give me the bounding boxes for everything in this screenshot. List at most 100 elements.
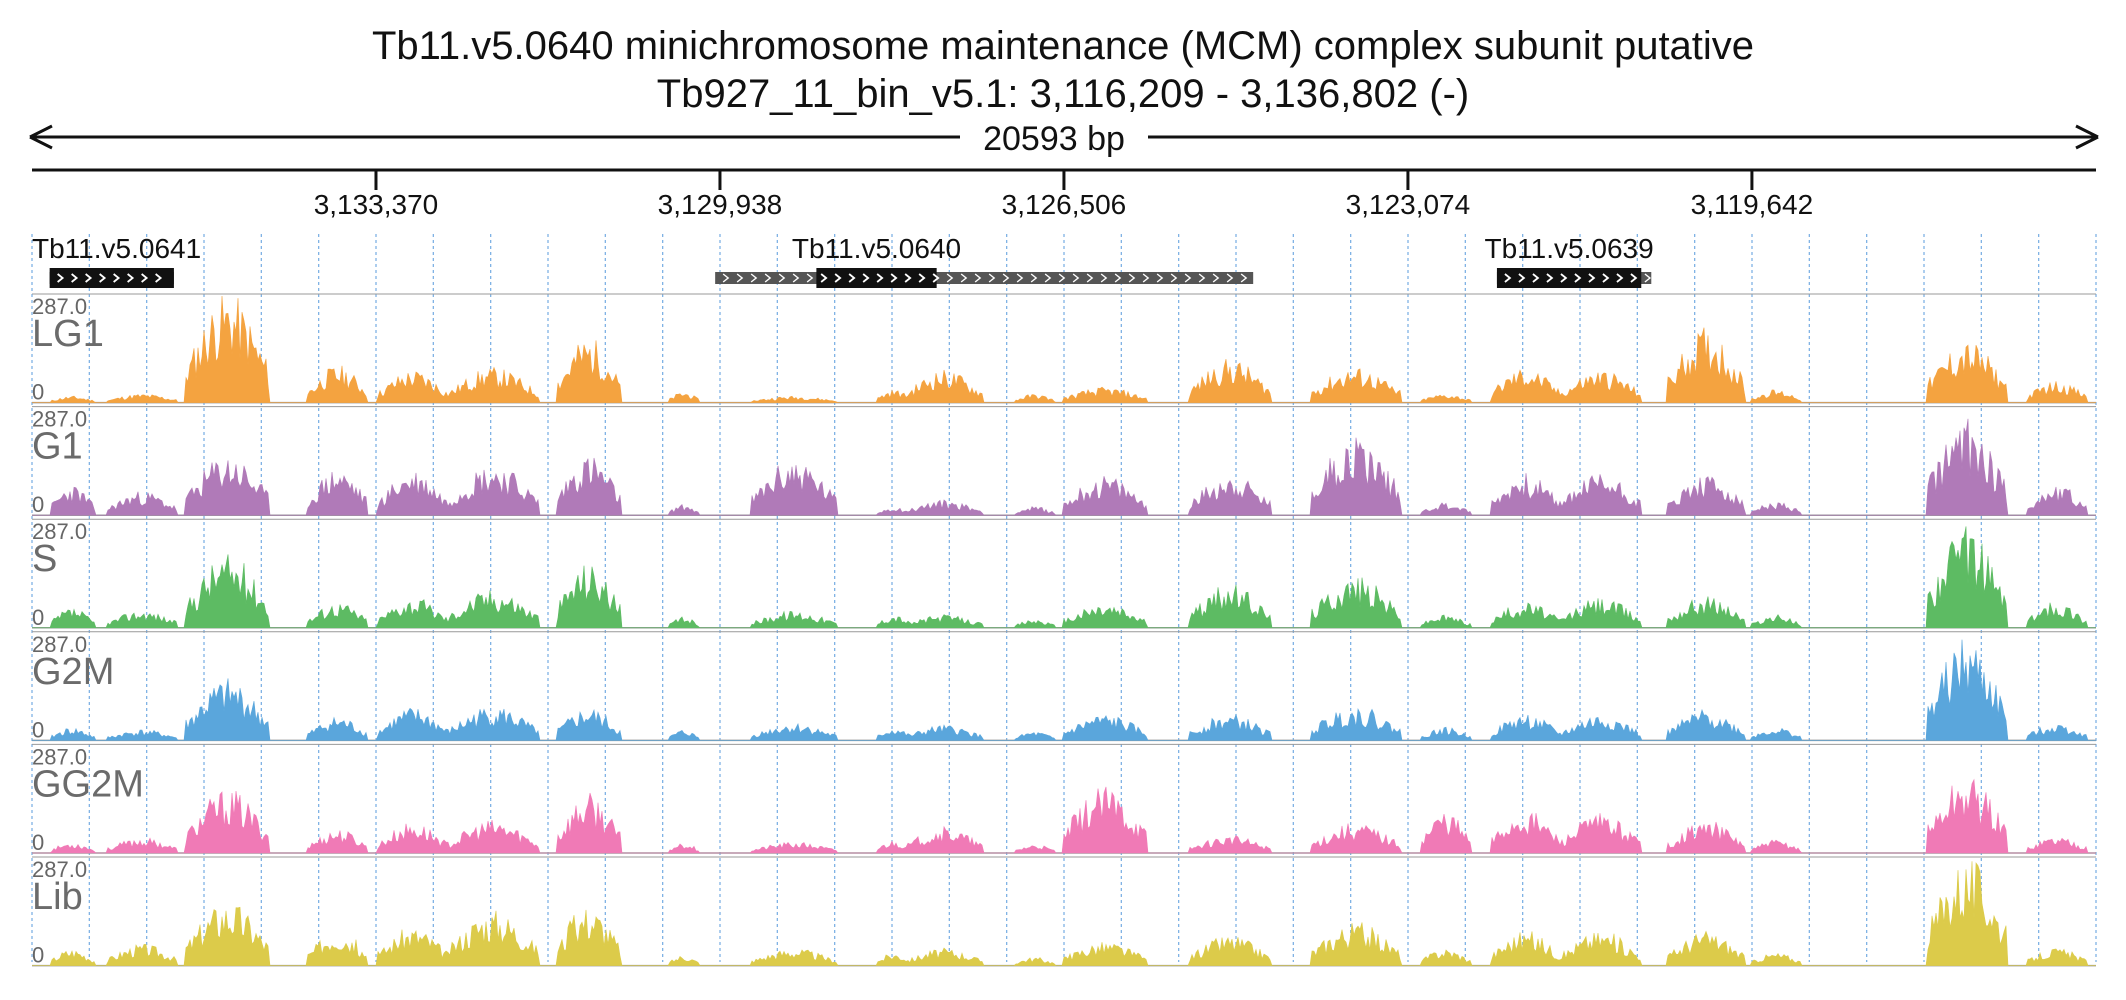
coverage-area: [32, 418, 2096, 516]
strand-arrow-icon: [1644, 273, 1652, 283]
track-max-label: 287.0: [32, 294, 87, 319]
track-g1: 287.0G1 0: [32, 406, 2096, 517]
gene-annotations: Tb11.v5.0641 Tb11.v5.0640 Tb11.v5.0639: [32, 233, 1654, 288]
strand-arrow-icon: [1226, 273, 1234, 283]
strand-arrow-icon: [792, 273, 800, 283]
strand-arrow-icon: [1546, 273, 1554, 283]
strand-arrow-icon: [1240, 273, 1248, 283]
coverage-area: [32, 861, 2096, 966]
track-max-label: 287.0: [32, 632, 87, 657]
strand-arrow-icon: [1588, 273, 1596, 283]
strand-arrow-icon: [1030, 273, 1038, 283]
strand-arrow-icon: [1184, 273, 1192, 283]
track-name-label: LG1: [32, 313, 104, 355]
strand-arrow-icon: [904, 273, 912, 283]
strand-arrow-icon: [85, 273, 93, 283]
strand-arrow-icon: [960, 273, 968, 283]
coverage-area: [32, 526, 2096, 629]
track-max-label: 287.0: [32, 519, 87, 544]
gene-cds: [816, 268, 937, 288]
strand-arrow-icon: [1518, 273, 1526, 283]
track-name-label: G2M: [32, 651, 114, 693]
track-name-label: Lib: [32, 876, 83, 918]
strand-arrow-icon: [71, 273, 79, 283]
strand-arrow-icon: [57, 273, 65, 283]
strand-arrow-icon: [778, 273, 786, 283]
gene-label: Tb11.v5.0640: [792, 233, 961, 264]
strand-arrow-icon: [722, 273, 730, 283]
strand-arrow-icon: [1016, 273, 1024, 283]
strand-arrow-icon: [1156, 273, 1164, 283]
strand-arrow-icon: [862, 273, 870, 283]
arrow-left-icon: [29, 124, 53, 150]
x-tick-label: 3,133,370: [314, 189, 439, 220]
strand-arrow-icon: [764, 273, 772, 283]
span-label: 20593 bp: [983, 120, 1125, 158]
coverage-tracks: 287.0LG10287.0G10287.0S0287.0G2M0287.0GG…: [32, 293, 2096, 968]
strand-arrow-icon: [1100, 273, 1108, 283]
track-name-label: S: [32, 538, 57, 580]
chart-subtitle: Tb927_11_bin_v5.1: 3,116,209 - 3,136,802…: [656, 72, 1470, 116]
strand-arrow-icon: [946, 273, 954, 283]
x-tick-label: 3,123,074: [1346, 189, 1471, 220]
strand-arrow-icon: [1044, 273, 1052, 283]
strand-arrow-icon: [918, 273, 926, 283]
strand-arrow-icon: [1532, 273, 1540, 283]
track-min-label: 0: [32, 380, 44, 405]
strand-arrow-icon: [1616, 273, 1624, 283]
strand-arrow-icon: [141, 273, 149, 283]
strand-arrow-icon: [736, 273, 744, 283]
gene-cds: [1496, 268, 1642, 288]
track-min-label: 0: [32, 605, 44, 630]
gene-utr: [715, 272, 1254, 284]
x-axis: 3,133,370 3,129,938 3,126,506 3,123,074 3,11…: [32, 168, 2096, 220]
strand-arrow-icon: [1602, 273, 1610, 283]
strand-arrow-icon: [806, 273, 814, 283]
strand-arrow-icon: [974, 273, 982, 283]
strand-arrow-icon: [1198, 273, 1206, 283]
strand-arrow-icon: [99, 273, 107, 283]
track-name-label: G1: [32, 426, 83, 468]
track-min-label: 0: [32, 943, 44, 968]
arrow-right-icon: [2075, 124, 2099, 150]
strand-arrow-icon: [750, 273, 758, 283]
strand-arrow-icon: [988, 273, 996, 283]
coverage-area: [32, 639, 2096, 741]
strand-arrow-icon: [1560, 273, 1568, 283]
span-ruler: 20593 bp: [29, 120, 2099, 158]
x-tick-label: 3,126,506: [1002, 189, 1127, 220]
strand-arrow-icon: [1630, 273, 1638, 283]
x-tick-label: 3,129,938: [658, 189, 783, 220]
strand-arrow-icon: [1212, 273, 1220, 283]
gene-label: Tb11.v5.0641: [32, 233, 201, 264]
strand-arrow-icon: [932, 273, 940, 283]
strand-arrow-icon: [1142, 273, 1150, 283]
coverage-area: [32, 778, 2096, 854]
strand-arrow-icon: [1002, 273, 1010, 283]
track-max-label: 287.0: [32, 407, 87, 432]
strand-arrow-icon: [1114, 273, 1122, 283]
strand-arrow-icon: [1128, 273, 1136, 283]
strand-arrow-icon: [127, 273, 135, 283]
gene-label: Tb11.v5.0639: [1485, 233, 1654, 264]
x-tick-label: 3,119,642: [1691, 189, 1814, 220]
chart-title: Tb11.v5.0640 minichromosome maintenance …: [371, 24, 1755, 68]
track-max-label: 287.0: [32, 744, 87, 769]
track-min-label: 0: [32, 717, 44, 742]
strand-arrow-icon: [1574, 273, 1582, 283]
track-min-label: 0: [32, 492, 44, 517]
strand-arrow-icon: [848, 273, 856, 283]
strand-arrow-icon: [876, 273, 884, 283]
strand-arrow-icon: [890, 273, 898, 283]
strand-arrow-icon: [1086, 273, 1094, 283]
gene-cds: [49, 268, 174, 288]
track-name-label: GG2M: [32, 763, 144, 805]
coverage-area: [32, 295, 2096, 403]
track-s: 287.0S 0: [32, 518, 2096, 630]
strand-arrow-icon: [1058, 273, 1066, 283]
